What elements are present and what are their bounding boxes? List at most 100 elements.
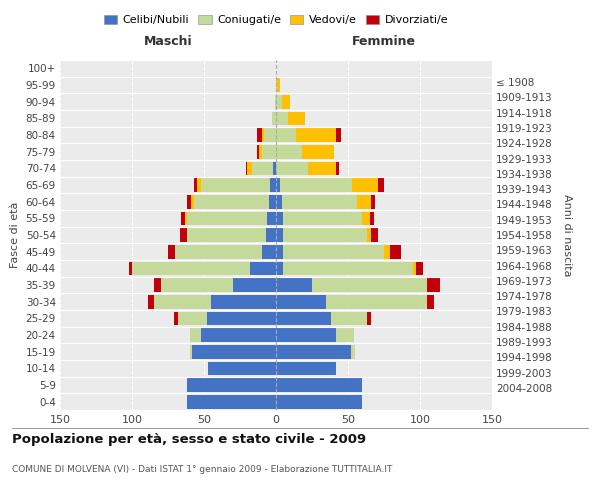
Bar (296, 128, 337, 142)
Bar (282, 95, 290, 108)
Bar (308, 162, 337, 175)
Bar (161, 278, 233, 292)
Bar (168, 245, 175, 258)
Bar (280, 178, 352, 192)
Bar (262, 128, 265, 142)
Text: Maschi: Maschi (143, 36, 193, 49)
Bar (367, 312, 371, 325)
Y-axis label: Anni di nascita: Anni di nascita (562, 194, 572, 276)
Bar (201, 328, 276, 342)
Bar (384, 245, 390, 258)
Bar (276, 245, 283, 258)
Bar (190, 345, 193, 358)
Bar (262, 245, 276, 258)
Text: Popolazione per età, sesso e stato civile - 2009: Popolazione per età, sesso e stato civil… (12, 432, 366, 446)
Bar (187, 395, 276, 408)
Bar (276, 228, 283, 242)
Bar (181, 212, 185, 225)
Bar (302, 145, 334, 158)
Bar (233, 278, 276, 292)
Bar (331, 312, 367, 325)
Bar (337, 162, 340, 175)
Bar (276, 345, 351, 358)
Bar (283, 212, 362, 225)
Bar (276, 145, 302, 158)
Bar (194, 195, 269, 208)
Bar (276, 195, 282, 208)
Bar (185, 212, 187, 225)
Bar (201, 178, 270, 192)
Bar (337, 328, 354, 342)
Bar (265, 128, 276, 142)
Bar (197, 178, 201, 192)
Text: COMUNE DI MOLVENA (VI) - Dati ISTAT 1° gennaio 2009 - Elaborazione TUTTITALIA.IT: COMUNE DI MOLVENA (VI) - Dati ISTAT 1° g… (12, 466, 392, 474)
Bar (266, 228, 276, 242)
Bar (312, 278, 427, 292)
Bar (277, 78, 280, 92)
Bar (275, 95, 276, 108)
Bar (276, 312, 331, 325)
Bar (326, 295, 427, 308)
Bar (129, 262, 132, 275)
Bar (356, 195, 371, 208)
Bar (174, 312, 178, 325)
Bar (352, 178, 378, 192)
Bar (283, 262, 413, 275)
Bar (247, 162, 251, 175)
Bar (283, 245, 384, 258)
Bar (178, 312, 207, 325)
Bar (427, 295, 434, 308)
Text: Femmine: Femmine (352, 36, 416, 49)
Bar (276, 128, 296, 142)
Bar (276, 78, 277, 92)
Bar (193, 345, 276, 358)
Bar (276, 262, 283, 275)
Bar (251, 162, 273, 175)
Bar (207, 312, 276, 325)
Bar (257, 128, 262, 142)
Bar (337, 128, 341, 142)
Bar (190, 328, 201, 342)
Bar (287, 112, 305, 125)
Bar (370, 212, 374, 225)
Bar (390, 245, 401, 258)
Bar (273, 162, 276, 175)
Bar (187, 195, 191, 208)
Bar (276, 362, 337, 375)
Bar (246, 162, 247, 175)
Bar (191, 195, 194, 208)
Bar (132, 262, 250, 275)
Bar (276, 178, 280, 192)
Bar (413, 262, 416, 275)
Bar (276, 378, 362, 392)
Bar (427, 278, 440, 292)
Bar (268, 212, 276, 225)
Bar (367, 228, 371, 242)
Bar (276, 162, 308, 175)
Bar (276, 112, 287, 125)
Bar (194, 178, 197, 192)
Bar (269, 195, 276, 208)
Bar (371, 195, 376, 208)
Bar (362, 212, 370, 225)
Bar (276, 95, 282, 108)
Bar (272, 112, 276, 125)
Legend: Celibi/Nubili, Coniugati/e, Vedovi/e, Divorziati/e: Celibi/Nubili, Coniugati/e, Vedovi/e, Di… (100, 10, 452, 30)
Bar (262, 145, 276, 158)
Bar (250, 262, 276, 275)
Bar (270, 178, 276, 192)
Bar (175, 245, 262, 258)
Bar (276, 278, 312, 292)
Bar (179, 228, 187, 242)
Bar (276, 295, 326, 308)
Bar (351, 345, 355, 358)
Bar (276, 328, 337, 342)
Bar (276, 395, 362, 408)
Bar (148, 295, 154, 308)
Bar (211, 295, 276, 308)
Bar (282, 195, 356, 208)
Bar (187, 228, 266, 242)
Bar (378, 178, 384, 192)
Bar (371, 228, 378, 242)
Bar (208, 362, 276, 375)
